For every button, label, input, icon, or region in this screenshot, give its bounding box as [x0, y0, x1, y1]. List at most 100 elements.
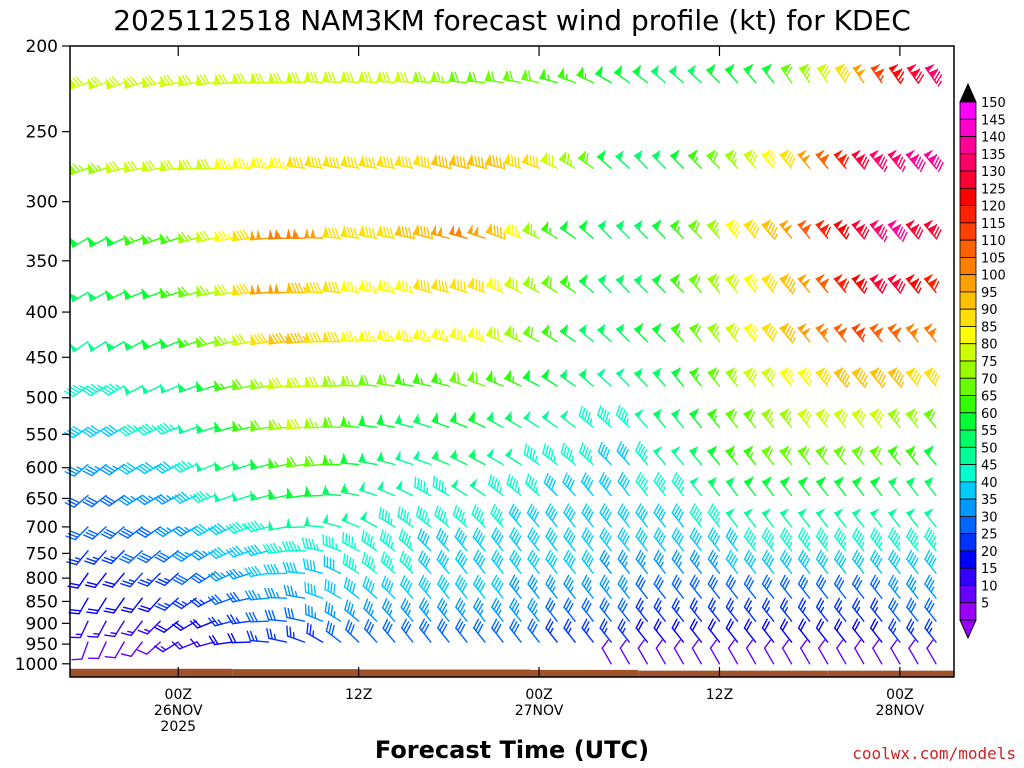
barb-pennant [634, 409, 644, 418]
barb-feather [769, 224, 776, 235]
wind-barb [449, 278, 468, 294]
wind-barb [706, 219, 721, 239]
barb-feather [85, 499, 96, 506]
wind-barb [69, 291, 89, 303]
barb-feather [836, 529, 843, 540]
barb-feather [222, 158, 228, 169]
wind-barb [123, 385, 143, 396]
barb-feather [342, 331, 348, 342]
wind-barb [743, 574, 757, 599]
barb-shaft [926, 647, 937, 665]
wind-barb [394, 155, 414, 169]
barb-feather [235, 545, 244, 555]
x-tick-label: 2025 [160, 719, 196, 735]
barb-feather [135, 427, 145, 436]
barb-pennant [907, 64, 917, 72]
barb-feather [545, 597, 552, 608]
barb-feather [423, 280, 427, 292]
barb-feather [567, 555, 574, 566]
barb-feather [289, 562, 295, 574]
wind-barb [432, 476, 450, 497]
barb-feather [898, 375, 904, 386]
barb-feather [69, 78, 78, 88]
barb-shaft [800, 647, 811, 665]
wind-barb [797, 476, 811, 497]
barb-feather [800, 529, 807, 540]
barb-feather [365, 280, 369, 292]
barb-feather [931, 224, 938, 235]
barb-feather [583, 274, 588, 286]
barb-feather [240, 73, 246, 84]
barb-half-feather [603, 627, 608, 634]
barb-feather [389, 227, 394, 239]
wind-barb [815, 574, 829, 599]
wind-barb [100, 526, 125, 540]
wind-barb [491, 618, 504, 643]
barb-feather [815, 597, 822, 608]
barb-feather [512, 278, 515, 290]
wind-barb [673, 639, 685, 665]
barb-feather [155, 605, 166, 611]
barb-feather [360, 71, 366, 83]
barb-feather [345, 331, 351, 342]
wind-barb [706, 64, 721, 84]
barb-feather [822, 535, 829, 546]
barb-feather [181, 75, 189, 85]
wind-barb [137, 641, 161, 655]
barb-feather [433, 71, 438, 83]
barb-feather [398, 225, 402, 237]
barb-feather [294, 72, 301, 84]
barb-feather [284, 607, 288, 619]
barb-feather [473, 411, 475, 423]
barb-feather [579, 442, 584, 454]
wind-barb [653, 527, 666, 552]
barb-feather [805, 413, 812, 425]
barb-half-feather [910, 627, 915, 634]
barb-feather [565, 447, 570, 459]
colorbar-label: 135 [981, 148, 1006, 163]
wind-barb [522, 325, 540, 343]
barb-feather [548, 477, 554, 489]
wind-barb [473, 618, 486, 643]
barb-feather [379, 225, 384, 237]
barb-feather [841, 372, 848, 383]
barb-half-feather [260, 523, 265, 529]
wind-barb [159, 383, 179, 394]
barb-feather [509, 276, 512, 289]
wind-barb [834, 527, 847, 552]
barb-feather [217, 285, 225, 295]
y-tick-label: 550 [26, 425, 58, 445]
wind-barb [523, 411, 540, 428]
barb-feather [69, 636, 82, 639]
wind-barb [577, 150, 594, 169]
barb-feather [784, 63, 791, 74]
barb-feather [783, 476, 790, 487]
colorbar-over-arrow [959, 82, 977, 103]
barb-pennant [232, 491, 238, 502]
barb-feather [308, 455, 315, 466]
colorbar-swatch [959, 533, 977, 552]
barb-half-feather [860, 541, 865, 549]
barb-feather [141, 494, 152, 502]
barb-feather [379, 329, 384, 341]
barb-feather [408, 227, 412, 239]
barb-feather [749, 222, 756, 233]
barb-feather [159, 233, 168, 243]
barb-pennant [815, 219, 825, 229]
barb-feather [550, 480, 556, 491]
barb-pennant [485, 371, 492, 382]
barb-feather [691, 600, 698, 611]
barb-feather [509, 597, 516, 608]
barb-feather [937, 161, 944, 173]
barb-feather [852, 527, 859, 538]
barb-feather [288, 541, 295, 552]
barb-feather [293, 377, 301, 388]
wind-barb [687, 219, 703, 239]
barb-pennant [467, 371, 474, 382]
wind-barb [833, 149, 850, 169]
barb-pennant [449, 412, 456, 423]
barb-feather [563, 503, 570, 514]
wind-barb [381, 575, 396, 599]
barb-feather [911, 411, 918, 422]
colorbar-label: 50 [981, 441, 998, 456]
